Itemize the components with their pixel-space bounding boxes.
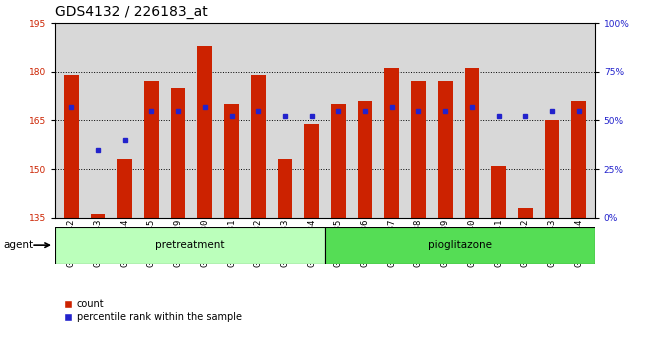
Text: agent: agent: [3, 240, 33, 250]
Legend: count, percentile rank within the sample: count, percentile rank within the sample: [60, 295, 246, 326]
Bar: [64, 75, 79, 218]
Bar: [144, 81, 159, 218]
Bar: [571, 101, 586, 218]
Bar: [465, 68, 479, 218]
Bar: [325, 227, 595, 264]
Bar: [251, 75, 266, 218]
Bar: [491, 166, 506, 218]
Text: pretreatment: pretreatment: [155, 240, 225, 250]
Bar: [55, 227, 325, 264]
Bar: [518, 208, 532, 218]
Bar: [358, 101, 372, 218]
Bar: [118, 159, 132, 218]
Bar: [411, 81, 426, 218]
Bar: [224, 104, 239, 218]
Bar: [171, 88, 185, 218]
Bar: [90, 215, 105, 218]
Bar: [384, 68, 399, 218]
Text: GDS4132 / 226183_at: GDS4132 / 226183_at: [55, 5, 208, 19]
Bar: [545, 120, 560, 218]
Bar: [278, 159, 292, 218]
Bar: [331, 104, 346, 218]
Bar: [304, 124, 319, 218]
Bar: [438, 81, 452, 218]
Bar: [198, 46, 212, 218]
Text: pioglitazone: pioglitazone: [428, 240, 492, 250]
